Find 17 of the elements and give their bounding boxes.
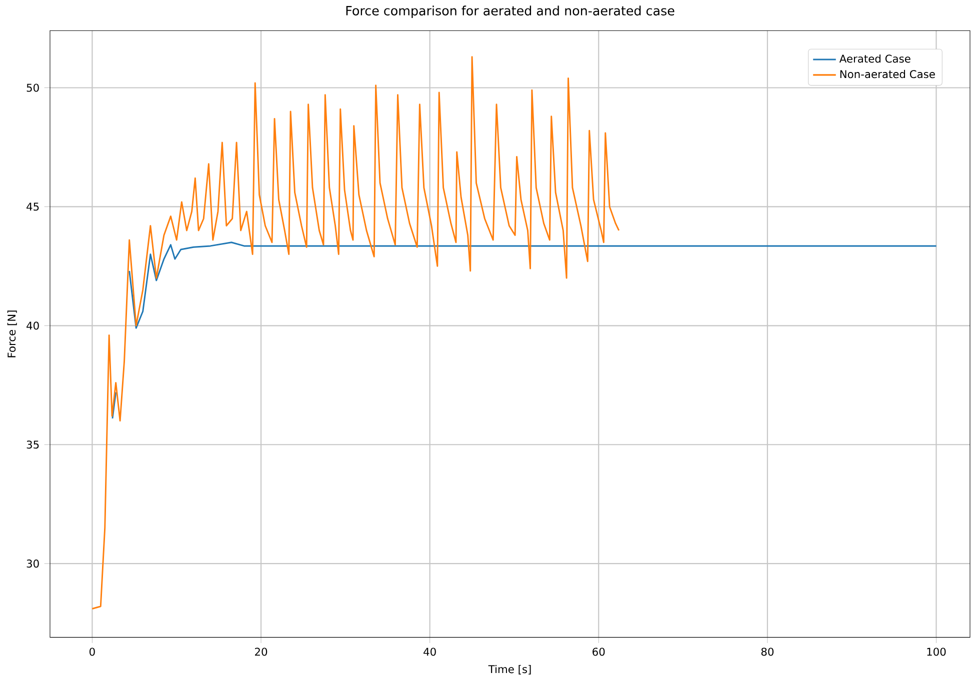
x-tick-label: 100 <box>927 648 946 656</box>
y-tick-label: 40 <box>26 322 39 330</box>
line-series <box>91 56 620 610</box>
y-tick-label: 30 <box>26 560 39 568</box>
x-tick-label: 20 <box>255 648 268 656</box>
y-tick-label: 50 <box>26 84 39 92</box>
y-axis-title: Force [N] <box>7 310 17 358</box>
chart-title: Force comparison for aerated and non-aerated case <box>346 6 674 18</box>
x-tick-label: 60 <box>592 648 605 656</box>
y-tick-label: 35 <box>26 440 39 449</box>
y-tick-label: 45 <box>26 202 39 211</box>
x-tick-label: 0 <box>90 648 95 656</box>
x-tick-label: 40 <box>424 648 436 656</box>
x-tick-label: 80 <box>761 648 774 656</box>
legend-label: Non-aerated Case <box>840 70 935 78</box>
legend-label: Aerated Case <box>839 54 910 63</box>
x-axis-title: Time [s] <box>488 664 531 674</box>
